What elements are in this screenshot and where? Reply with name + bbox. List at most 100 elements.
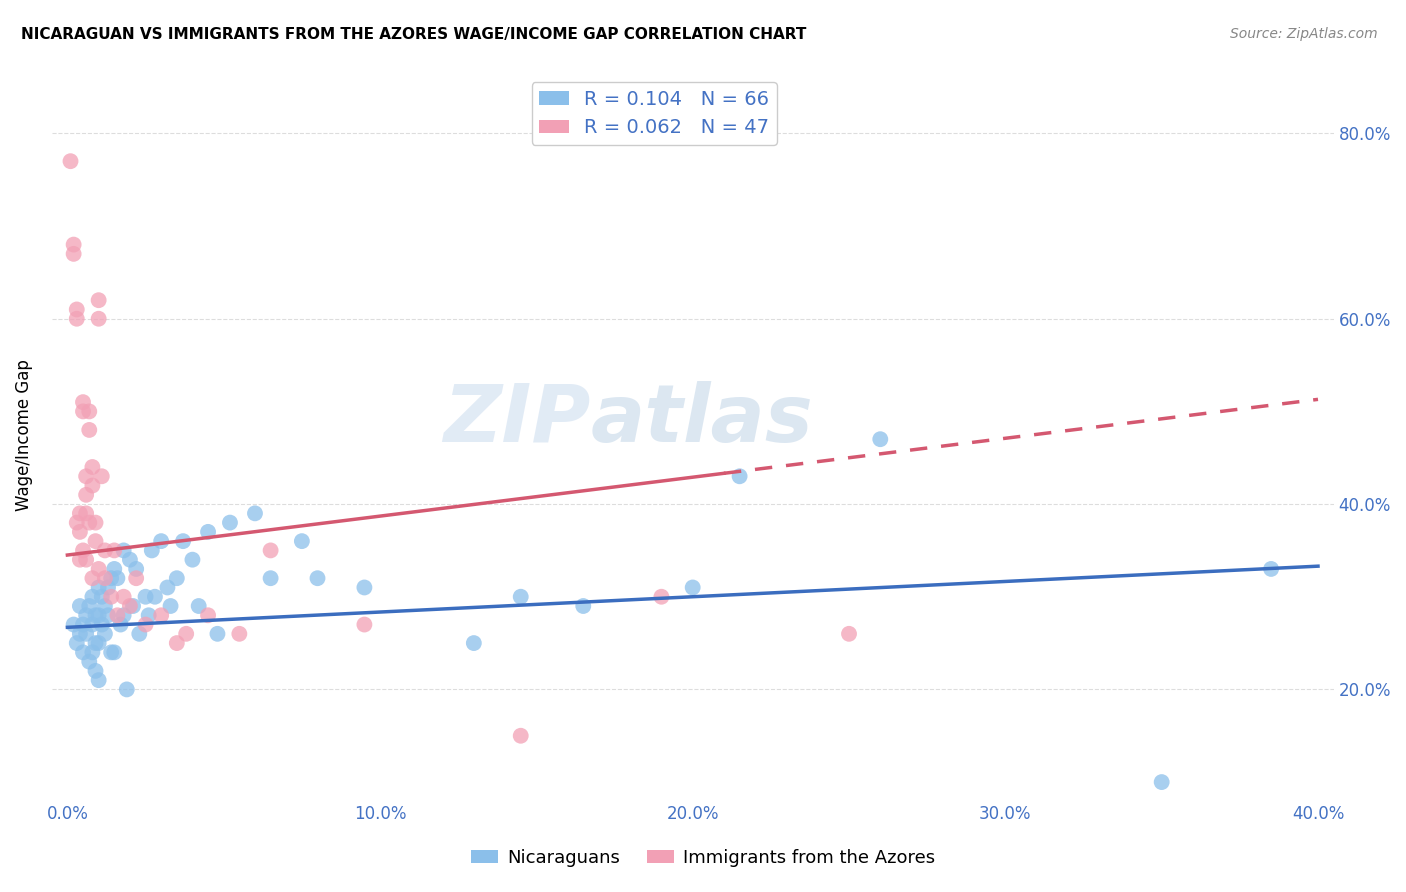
Text: NICARAGUAN VS IMMIGRANTS FROM THE AZORES WAGE/INCOME GAP CORRELATION CHART: NICARAGUAN VS IMMIGRANTS FROM THE AZORES… — [21, 27, 807, 42]
Point — [82, 590, 104, 604]
Point — [66, 516, 89, 530]
Point — [219, 516, 242, 530]
Point — [84, 516, 107, 530]
Point — [112, 608, 135, 623]
Point — [90, 590, 112, 604]
Point — [509, 590, 531, 604]
Point — [87, 608, 110, 623]
Point — [112, 543, 135, 558]
Point — [100, 645, 122, 659]
Point — [72, 404, 94, 418]
Point — [75, 608, 97, 623]
Point — [75, 506, 97, 520]
Point — [82, 460, 104, 475]
Legend: Nicaraguans, Immigrants from the Azores: Nicaraguans, Immigrants from the Azores — [464, 842, 942, 874]
Point — [110, 617, 132, 632]
Point — [84, 534, 107, 549]
Point — [69, 552, 91, 566]
Point — [159, 599, 181, 613]
Point — [869, 432, 891, 446]
Point — [172, 534, 194, 549]
Point — [141, 543, 163, 558]
Point — [100, 590, 122, 604]
Point — [87, 562, 110, 576]
Point — [69, 506, 91, 520]
Point — [59, 154, 82, 169]
Point — [77, 655, 100, 669]
Point — [87, 636, 110, 650]
Point — [62, 247, 84, 261]
Point — [94, 627, 117, 641]
Point — [66, 636, 89, 650]
Point — [87, 673, 110, 687]
Point — [174, 627, 197, 641]
Point — [650, 590, 672, 604]
Point — [135, 590, 157, 604]
Point — [82, 571, 104, 585]
Point — [75, 627, 97, 641]
Point — [97, 581, 120, 595]
Point — [353, 581, 375, 595]
Point — [94, 571, 117, 585]
Legend: R = 0.104   N = 66, R = 0.062   N = 47: R = 0.104 N = 66, R = 0.062 N = 47 — [531, 82, 778, 145]
Point — [62, 237, 84, 252]
Point — [82, 478, 104, 492]
Point — [94, 599, 117, 613]
Point — [1150, 775, 1173, 789]
Text: Source: ZipAtlas.com: Source: ZipAtlas.com — [1230, 27, 1378, 41]
Point — [728, 469, 751, 483]
Point — [118, 552, 141, 566]
Point — [138, 608, 160, 623]
Text: atlas: atlas — [591, 381, 813, 458]
Point — [100, 571, 122, 585]
Point — [87, 311, 110, 326]
Point — [84, 636, 107, 650]
Point — [259, 543, 281, 558]
Point — [84, 664, 107, 678]
Point — [143, 590, 166, 604]
Point — [66, 302, 89, 317]
Point — [112, 590, 135, 604]
Point — [103, 645, 125, 659]
Point — [69, 524, 91, 539]
Point — [463, 636, 485, 650]
Point — [72, 543, 94, 558]
Point — [87, 581, 110, 595]
Point — [122, 599, 145, 613]
Text: ZIP: ZIP — [443, 381, 591, 458]
Point — [62, 617, 84, 632]
Point — [72, 395, 94, 409]
Point — [125, 571, 148, 585]
Point — [259, 571, 281, 585]
Point — [66, 311, 89, 326]
Point — [97, 608, 120, 623]
Point — [107, 608, 129, 623]
Point — [291, 534, 314, 549]
Point — [682, 581, 704, 595]
Point — [82, 617, 104, 632]
Point — [150, 534, 173, 549]
Point — [115, 682, 138, 697]
Point — [197, 524, 219, 539]
Point — [181, 552, 204, 566]
Point — [94, 543, 117, 558]
Point — [69, 599, 91, 613]
Point — [75, 488, 97, 502]
Point — [1260, 562, 1282, 576]
Point — [307, 571, 329, 585]
Point — [207, 627, 229, 641]
Point — [228, 627, 250, 641]
Point — [90, 469, 112, 483]
Point — [75, 469, 97, 483]
Point — [84, 608, 107, 623]
Point — [72, 617, 94, 632]
Point — [197, 608, 219, 623]
Point — [103, 562, 125, 576]
Point — [87, 293, 110, 308]
Point — [103, 543, 125, 558]
Point — [156, 581, 179, 595]
Point — [69, 627, 91, 641]
Point — [75, 552, 97, 566]
Point — [90, 617, 112, 632]
Point — [77, 423, 100, 437]
